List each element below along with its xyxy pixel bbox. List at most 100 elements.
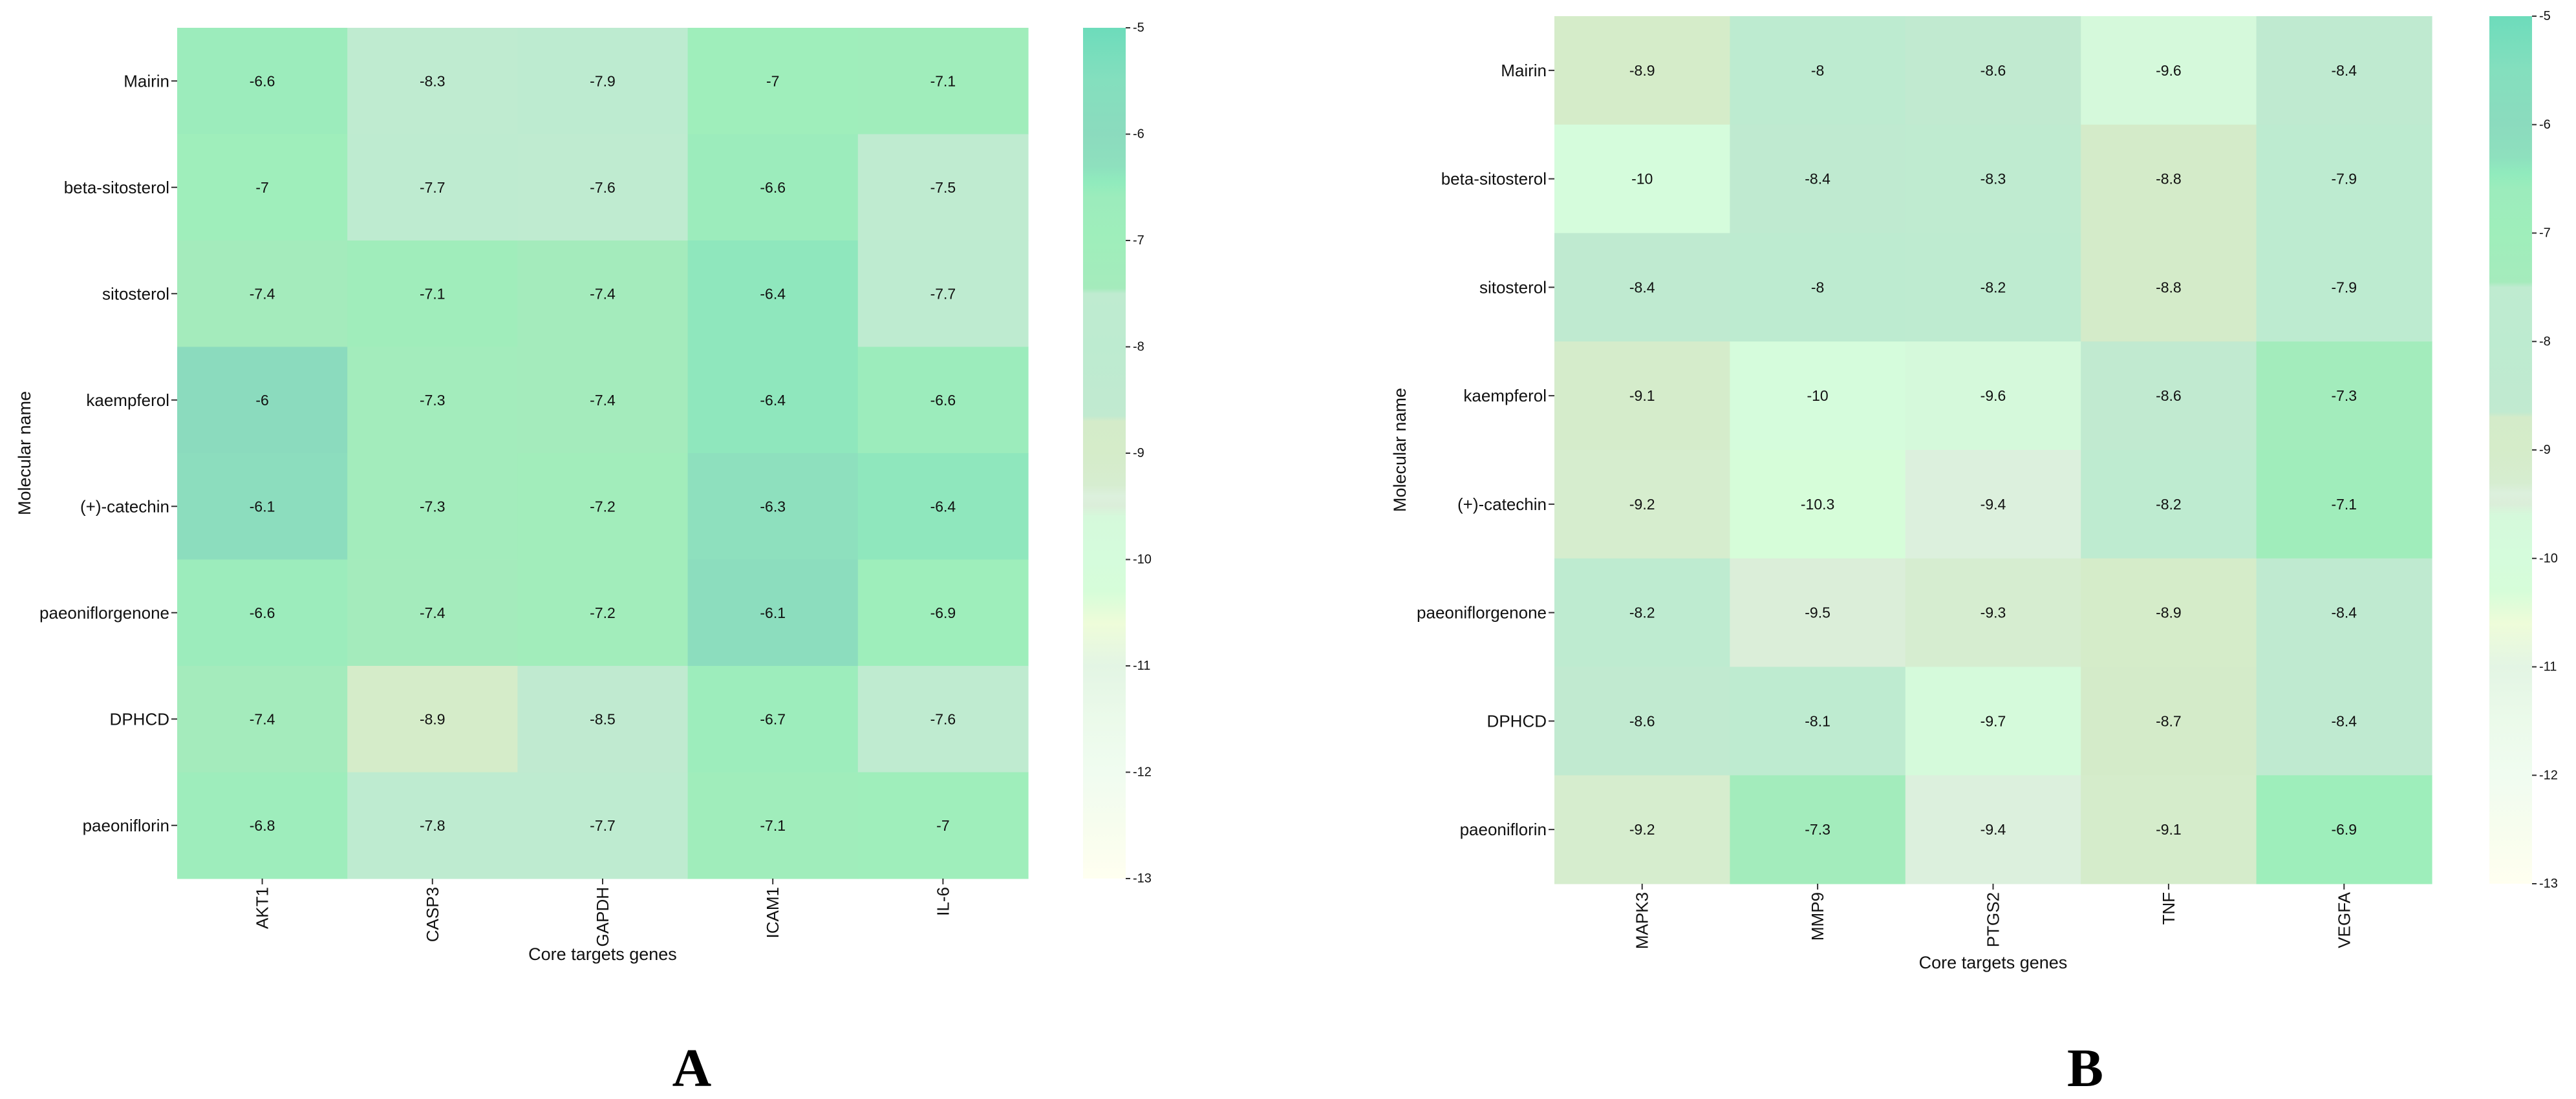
cell-value-label: -6.9 bbox=[2331, 821, 2357, 838]
cell-value-label: -7.3 bbox=[2331, 387, 2357, 404]
heatmap-cell bbox=[1554, 450, 1730, 559]
heatmap-cell bbox=[687, 347, 859, 454]
cell-value-label: -8.6 bbox=[1629, 712, 1655, 729]
cell-value-label: -7.8 bbox=[420, 817, 445, 834]
cell-value-label: -6.1 bbox=[250, 498, 275, 515]
heatmap-cell bbox=[857, 240, 1029, 348]
cell-value-label: -7.2 bbox=[590, 498, 616, 515]
heatmap-cell bbox=[687, 28, 859, 135]
y-tick-label: kaempferol bbox=[1463, 386, 1547, 405]
y-axis-title: Molecular name bbox=[15, 391, 34, 515]
heatmap-cell bbox=[2081, 233, 2257, 342]
y-tick-label: paeoniflorin bbox=[83, 816, 169, 835]
heatmap-cell bbox=[1905, 667, 2081, 776]
cell-value-label: -7.1 bbox=[420, 285, 445, 302]
heatmap-cell bbox=[687, 559, 859, 667]
colorbar-tick-label: -13 bbox=[1133, 871, 1152, 886]
heatmap-cell bbox=[2081, 124, 2257, 234]
cell-value-label: -7.7 bbox=[930, 285, 956, 302]
cell-value-label: -9.4 bbox=[1980, 821, 2006, 838]
heatmap-cell bbox=[1905, 124, 2081, 234]
cell-value-label: -9.6 bbox=[1980, 387, 2006, 404]
cell-value-label: -8.2 bbox=[1629, 604, 1655, 621]
x-axis-title: Core targets genes bbox=[1919, 953, 2068, 972]
cell-value-label: -6.6 bbox=[250, 72, 275, 89]
y-tick-label: beta-sitosterol bbox=[1441, 169, 1547, 189]
cell-value-label: -8.2 bbox=[2156, 496, 2182, 513]
cell-value-label: -7.4 bbox=[420, 604, 445, 621]
colorbar-tick-label: -6 bbox=[2539, 118, 2551, 132]
heatmap-cell bbox=[2081, 558, 2257, 668]
heatmap-panel-b: -8.9 -8 -8.6 -9.6 -8.4 -10 -8.4 -8.3 -8.8 -7.9 -8.… bbox=[1390, 9, 2558, 1098]
heatmap-cell bbox=[177, 453, 348, 560]
cell-value-label: -7.3 bbox=[1805, 821, 1830, 838]
colorbar-tick-label: -10 bbox=[2539, 551, 2558, 566]
cell-value-label: -7.4 bbox=[590, 392, 616, 409]
heatmap-cell bbox=[517, 453, 689, 560]
cell-value-label: -8.4 bbox=[2331, 604, 2357, 621]
heatmap-cell bbox=[1730, 775, 1906, 884]
heatmap-cell bbox=[517, 559, 689, 667]
heatmap-panel-a: -6.6 -8.3 -7.9 -7 -7.1 -7 -7.7 -7.6 -6.6 -7.5 -7.4… bbox=[15, 21, 1152, 1098]
heatmap-cell bbox=[1730, 341, 1906, 451]
x-tick-label: IL-6 bbox=[933, 887, 952, 916]
heatmap-cell bbox=[1730, 558, 1906, 668]
heatmap-cell bbox=[2256, 124, 2432, 234]
cell-value-label: -7.9 bbox=[2331, 171, 2357, 187]
heatmap-cell bbox=[1905, 16, 2081, 125]
heatmap-cell bbox=[517, 134, 689, 241]
cell-value-label: -6.1 bbox=[760, 604, 786, 621]
cell-value-label: -6.6 bbox=[250, 604, 275, 621]
heatmap-cell bbox=[2256, 16, 2432, 125]
colorbar-tick-label: -9 bbox=[1133, 446, 1144, 460]
colorbar-tick-label: -7 bbox=[2539, 226, 2551, 240]
colorbar-tick-label: -5 bbox=[2539, 9, 2551, 23]
colorbar-tick-label: -11 bbox=[2539, 660, 2557, 674]
heatmap-cell bbox=[2081, 667, 2257, 776]
cell-value-label: -8.6 bbox=[1980, 62, 2006, 79]
x-axis-title: Core targets genes bbox=[528, 944, 677, 964]
cell-value-label: -7.9 bbox=[2331, 279, 2357, 295]
cell-value-label: -9.1 bbox=[1629, 387, 1655, 404]
y-tick-label: (+)-catechin bbox=[80, 496, 169, 516]
cell-value-label: -9.1 bbox=[2156, 821, 2182, 838]
heatmap-cell bbox=[1730, 667, 1906, 776]
heatmap-cell bbox=[857, 28, 1029, 135]
heatmap-cell bbox=[1730, 233, 1906, 342]
heatmap-cell bbox=[1730, 450, 1906, 559]
heatmap-cell bbox=[1554, 667, 1730, 776]
heatmap-cell bbox=[347, 240, 518, 348]
heatmap-cell bbox=[2081, 341, 2257, 451]
cell-value-label: -10 bbox=[1631, 171, 1653, 187]
cell-value-label: -8.4 bbox=[2331, 712, 2357, 729]
cell-value-label: -7.5 bbox=[930, 179, 956, 196]
x-tick-label: TNF bbox=[2159, 892, 2178, 925]
cell-value-label: -6 bbox=[255, 392, 268, 409]
y-axis-title: Molecular name bbox=[1390, 388, 1410, 512]
cell-value-label: -6.3 bbox=[760, 498, 786, 515]
cell-value-label: -7.4 bbox=[250, 710, 275, 727]
cell-value-label: -7.1 bbox=[2331, 496, 2357, 513]
cell-value-label: -7 bbox=[255, 179, 268, 196]
heatmap-cell bbox=[1554, 775, 1730, 884]
heatmap-cell bbox=[687, 240, 859, 348]
heatmap-cell bbox=[1730, 124, 1906, 234]
heatmap-cell bbox=[347, 134, 518, 241]
cell-value-label: -6.4 bbox=[760, 285, 786, 302]
cell-value-label: -7.1 bbox=[930, 72, 956, 89]
cell-value-label: -8.5 bbox=[590, 710, 616, 727]
heatmap-cell bbox=[1905, 558, 2081, 668]
cell-value-label: -8.9 bbox=[420, 710, 445, 727]
colorbar-tick-label: -10 bbox=[1133, 553, 1152, 567]
y-tick-label: beta-sitosterol bbox=[64, 178, 169, 197]
heatmap-cell bbox=[2081, 450, 2257, 559]
heatmap-cell bbox=[347, 666, 518, 773]
cell-value-label: -7.6 bbox=[590, 179, 616, 196]
heatmap-cell bbox=[2256, 775, 2432, 884]
cell-value-label: -7.9 bbox=[590, 72, 616, 89]
cell-value-label: -8.7 bbox=[2156, 712, 2182, 729]
cell-value-label: -6.7 bbox=[760, 710, 786, 727]
cell-value-label: -7.3 bbox=[420, 392, 445, 409]
heatmap-cell bbox=[1554, 341, 1730, 451]
cell-value-label: -9.6 bbox=[2156, 62, 2182, 79]
